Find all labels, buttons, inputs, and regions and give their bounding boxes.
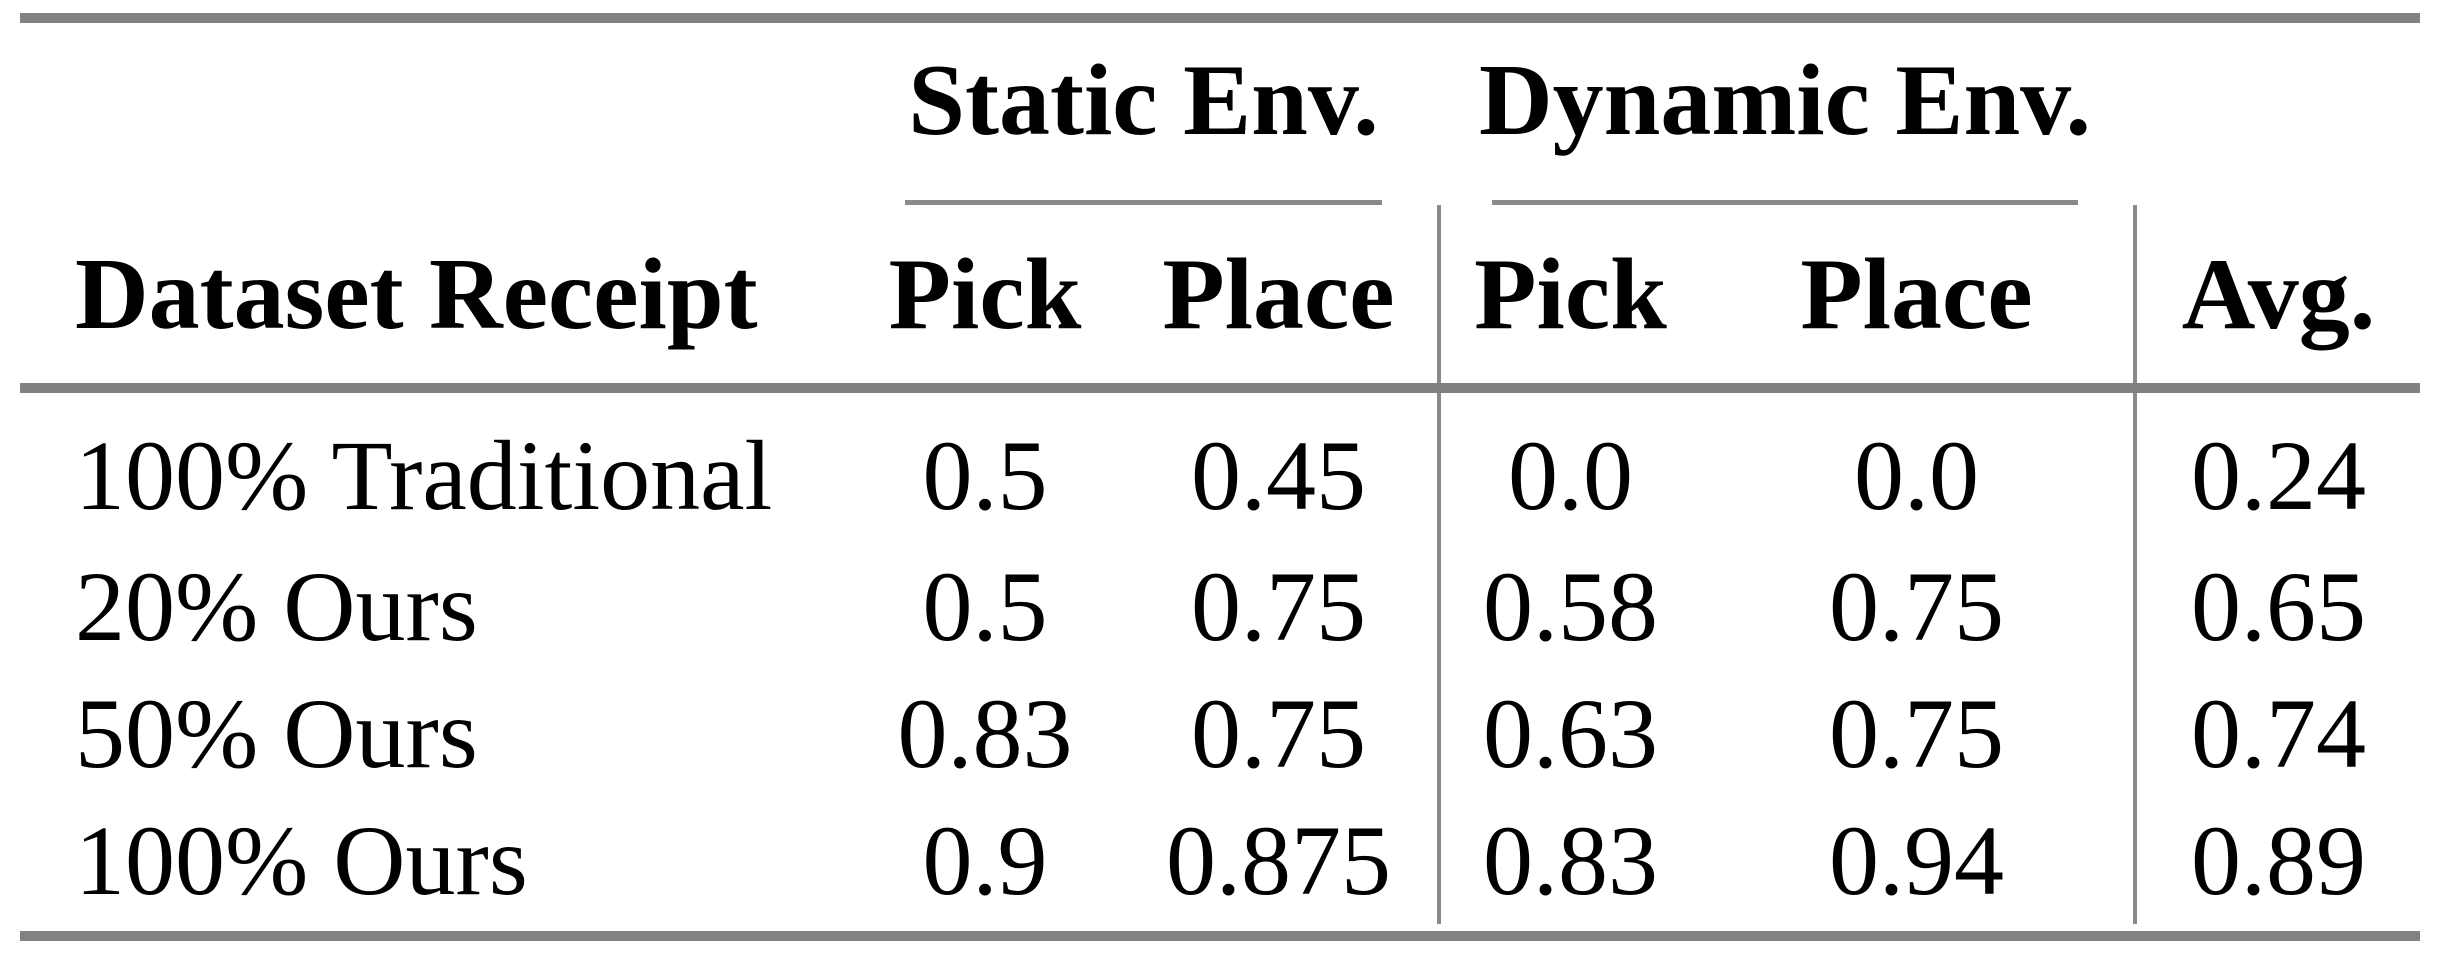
group-header-stub: [20, 23, 850, 205]
table-figure: Static Env. Dynamic Env. Dataset Receipt…: [20, 13, 2421, 941]
group-header-stub-right: [2133, 23, 2420, 205]
cell-static-place: 0.75: [1191, 551, 1366, 662]
group-header-row: Static Env. Dynamic Env.: [20, 23, 2420, 205]
group-header-static-env: Static Env.: [908, 44, 1379, 157]
cell-dynamic-place: 0.0: [1854, 419, 1979, 531]
cell-dynamic-pick: 0.58: [1437, 543, 1700, 670]
cmidrule-dynamic: [1492, 200, 2079, 205]
group-cell-dynamic: Dynamic Env.: [1437, 23, 2133, 205]
column-header-dynamic-pick: Pick: [1437, 205, 1700, 383]
cell-static-pick: 0.9: [922, 805, 1048, 916]
cmidrule-static: [905, 200, 1382, 205]
cell-avg: 0.74: [2133, 670, 2420, 797]
group-header-dynamic-env: Dynamic Env.: [1478, 44, 2092, 157]
cell-static-pick: 0.83: [897, 678, 1073, 789]
cell-static-pick: 0.5: [922, 551, 1048, 662]
cell-dynamic-place: 0.75: [1829, 551, 2004, 662]
mid-rule-row: [20, 383, 2421, 393]
column-header-static-place: Place: [1162, 237, 1395, 351]
cell-dynamic-place: 0.75: [1829, 678, 2004, 789]
table-row-20-ours: 20% Ours 0.5 0.75 0.58 0.75 0.65: [20, 543, 2420, 670]
table-row-100-traditional: 100% Traditional 0.5 0.45 0.0 0.0 0.24: [20, 393, 2420, 543]
cell-static-place: 0.75: [1191, 678, 1366, 789]
mid-rule: [20, 383, 2421, 393]
cell-dynamic-pick: 0.83: [1437, 797, 1700, 924]
column-header-row: Dataset Receipt Pick Place Pick Place Av…: [20, 205, 2420, 383]
cell-dynamic-pick: 0.63: [1437, 670, 1700, 797]
table-row-50-ours: 50% Ours 0.83 0.75 0.63 0.75 0.74: [20, 670, 2420, 797]
cell-dynamic-place: 0.94: [1829, 805, 2004, 916]
cell-static-place: 0.875: [1166, 805, 1391, 916]
cell-avg: 0.89: [2133, 797, 2420, 924]
row-label: 20% Ours: [75, 551, 478, 662]
group-cell-static: Static Env.: [850, 23, 1437, 205]
column-header-static-pick: Pick: [888, 237, 1082, 351]
table-row-100-ours: 100% Ours 0.9 0.875 0.83 0.94 0.89: [20, 797, 2420, 924]
cell-static-place: 0.45: [1191, 419, 1366, 531]
column-header-avg: Avg.: [2133, 205, 2420, 383]
row-label: 50% Ours: [75, 678, 478, 789]
bottom-rule: [20, 931, 2420, 941]
row-label: 100% Ours: [75, 805, 528, 916]
cell-static-pick: 0.5: [922, 419, 1048, 531]
results-table: Static Env. Dynamic Env. Dataset Receipt…: [20, 23, 2421, 924]
column-header-dataset-receipt: Dataset Receipt: [75, 237, 758, 351]
cell-dynamic-pick: 0.0: [1437, 393, 1700, 543]
top-rule: [20, 13, 2420, 23]
row-label: 100% Traditional: [75, 419, 773, 531]
cell-avg: 0.24: [2133, 393, 2420, 543]
cell-avg: 0.65: [2133, 543, 2420, 670]
column-header-dynamic-place: Place: [1800, 237, 2033, 351]
